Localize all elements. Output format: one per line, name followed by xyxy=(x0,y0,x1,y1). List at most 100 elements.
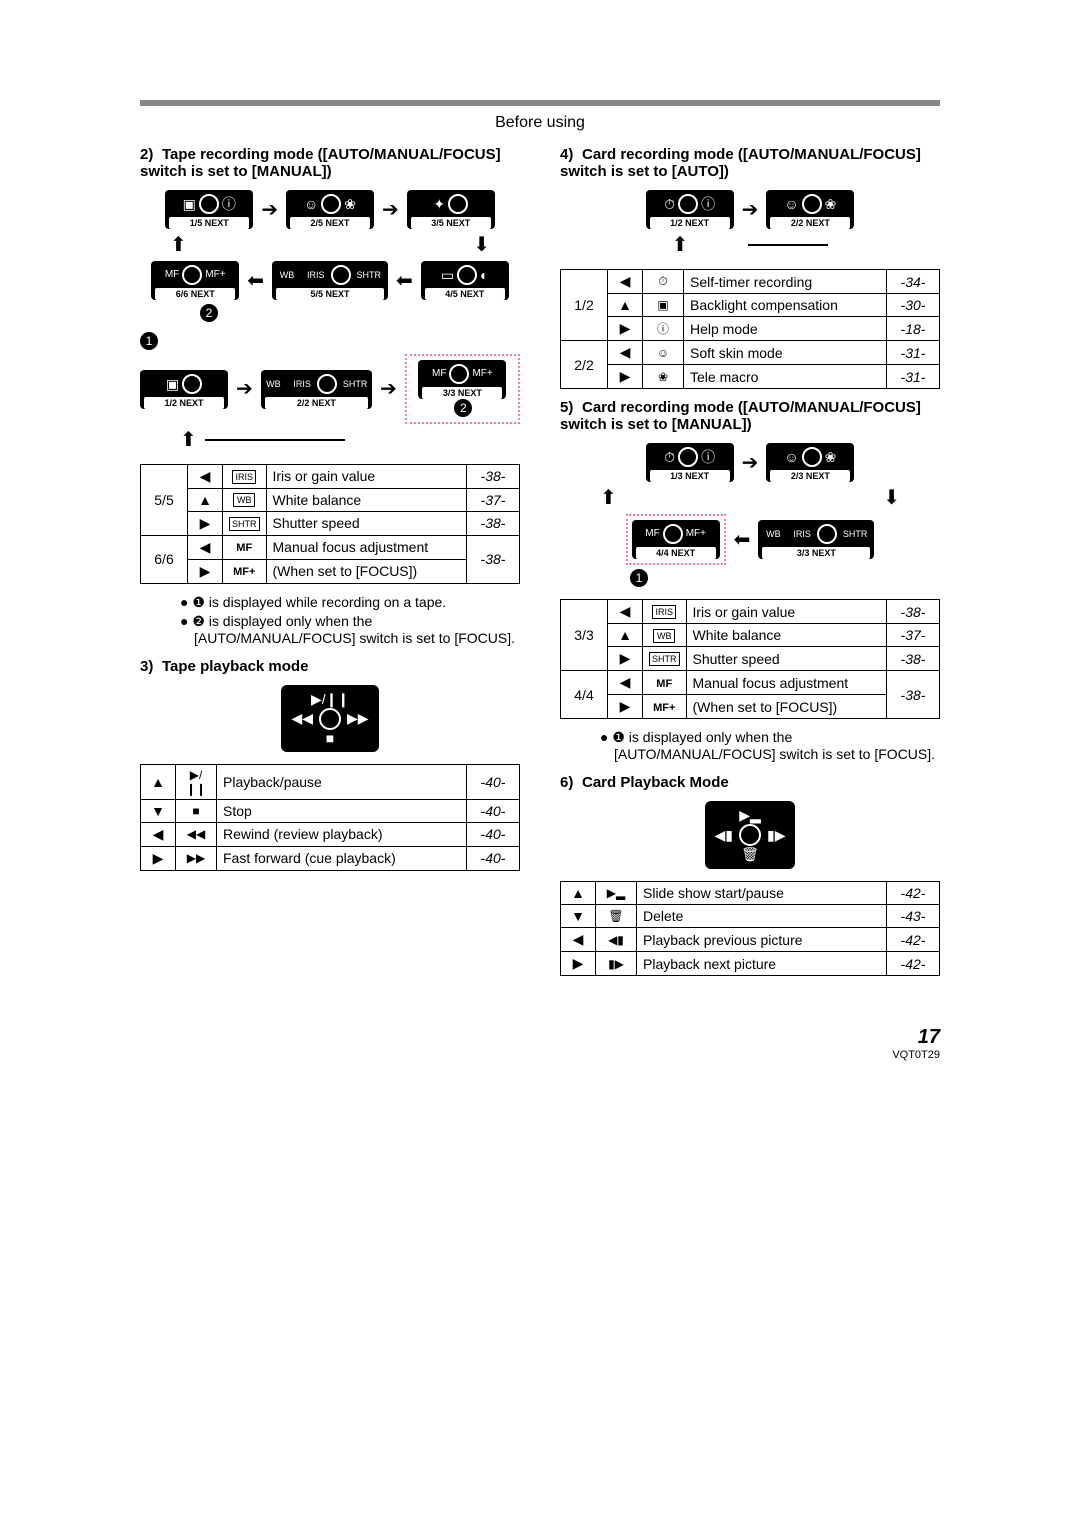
badge-1-s5: 1 xyxy=(630,569,648,587)
wb-icon: WB xyxy=(233,493,255,507)
section-4-diagram: ⏱ ⓘ1/2 NEXT ➔ ☺ ❀2/2 NEXT ⬆ xyxy=(560,190,940,257)
s5-node-1-3: 1/3 NEXT xyxy=(650,470,730,482)
section-2-num: 2) xyxy=(140,146,162,163)
t4-r0-label: Self-timer recording xyxy=(684,270,887,294)
t5-grp-44: 4/4 xyxy=(561,671,608,719)
node-1-5: 1/5 NEXT xyxy=(169,217,249,229)
badge-2: 2 xyxy=(200,304,218,322)
prev-picture-icon: ◀▮ xyxy=(596,928,637,952)
t3-r0-dir: ▲ xyxy=(141,764,176,799)
next-picture-icon: ▮▶ xyxy=(596,952,637,976)
shtr-icon: SHTR xyxy=(229,517,260,531)
table-3: ▲ ▶/❙❙ Playback/pause -40- ▼ ■ Stop -40-… xyxy=(140,764,520,871)
delete-icon: 🗑 xyxy=(596,905,637,928)
t3-r2-dir: ◀ xyxy=(141,822,176,846)
manual-page: Before using 2)Tape recording mode ([AUT… xyxy=(0,0,1080,1101)
t3-r1-label: Stop xyxy=(217,799,467,822)
document-code: VQT0T29 xyxy=(140,1049,940,1061)
iris-icon: IRIS xyxy=(232,470,256,484)
t5-r4-label: (When set to [FOCUS]) xyxy=(686,695,887,719)
t2-grp-55: 5/5 xyxy=(141,464,188,535)
t2-r2-pg: -38- xyxy=(467,511,520,535)
t4-r1-label: Backlight compensation xyxy=(684,294,887,317)
t2-r1-label: White balance xyxy=(266,488,467,511)
t2-r2-dir: ▶ xyxy=(188,511,223,535)
t3-r1-pg: -40- xyxy=(467,799,520,822)
section-4-title: Card recording mode ([AUTO/MANUAL/FOCUS]… xyxy=(560,146,921,180)
play-pause-icon: ▶/❙❙ xyxy=(176,764,217,799)
node-5-5: 5/5 NEXT xyxy=(276,288,384,300)
t4-r0-dir: ◀ xyxy=(608,270,643,294)
t6-r1-label: Delete xyxy=(637,905,887,928)
shtr-icon-2: SHTR xyxy=(649,652,680,666)
section-6-num: 6) xyxy=(560,774,582,791)
left-column: 2)Tape recording mode ([AUTO/MANUAL/FOCU… xyxy=(140,146,520,986)
t2-r0-dir: ◀ xyxy=(188,464,223,488)
table-2: 5/5 ◀ IRIS Iris or gain value -38- ▲ WB … xyxy=(140,464,520,584)
t6-r0-label: Slide show start/pause xyxy=(637,882,887,905)
right-column: 4)Card recording mode ([AUTO/MANUAL/FOCU… xyxy=(560,146,940,986)
note-5: ❶ is displayed only when the [AUTO/MANUA… xyxy=(614,729,940,762)
t6-r0-dir: ▲ xyxy=(561,882,596,905)
t3-r0-label: Playback/pause xyxy=(217,764,467,799)
section-2-notes: ❶ is displayed while recording on a tape… xyxy=(154,594,520,646)
t5-r1-dir: ▲ xyxy=(608,624,643,647)
t5-r1-pg: -37- xyxy=(887,624,940,647)
t6-r3-pg: -42- xyxy=(887,952,940,976)
t2-r0-pg: -38- xyxy=(467,464,520,488)
section-5-diagram: ⏱ ⓘ1/3 NEXT ➔ ☺ ❀2/3 NEXT ⬆⬇ MF MF+4/4 N… xyxy=(560,443,940,587)
section-2-diagram: ▣ ⓘ1/5 NEXT ➔ ☺ ❀2/5 NEXT ➔ ✦3/5 NEXT ⬆⬇… xyxy=(140,190,520,452)
t2-r3-pg: -38- xyxy=(467,535,520,583)
t4-r0-pg: -34- xyxy=(887,270,940,294)
t3-r3-dir: ▶ xyxy=(141,846,176,870)
t6-r0-pg: -42- xyxy=(887,882,940,905)
section-5-title: Card recording mode ([AUTO/MANUAL/FOCUS]… xyxy=(560,399,921,433)
table-4: 1/2 ◀ ⏱ Self-timer recording -34- ▲ ▣ Ba… xyxy=(560,269,940,389)
section-5-num: 5) xyxy=(560,399,582,416)
self-timer-icon: ⏱ xyxy=(643,270,684,294)
tape-playback-joystick: ▶/❙❙ ◀◀ ▶▶ ■ xyxy=(281,685,378,752)
mf-plus-icon: MF+ xyxy=(233,566,255,578)
t4-r1-dir: ▲ xyxy=(608,294,643,317)
t4-r2-pg: -18- xyxy=(887,317,940,341)
t2-r4-dir: ▶ xyxy=(188,559,223,583)
t4-grp-22: 2/2 xyxy=(561,341,608,389)
t4-r2-dir: ▶ xyxy=(608,317,643,341)
s4-node-2-2: 2/2 NEXT xyxy=(770,217,850,229)
mf-icon: MF xyxy=(236,542,252,554)
card-playback-joystick: ▶▂ ◀▮ ▮▶ 🗑 xyxy=(705,801,796,869)
node-6-6: 6/6 NEXT xyxy=(155,288,235,300)
t3-r3-pg: -40- xyxy=(467,846,520,870)
t5-r3-label: Manual focus adjustment xyxy=(686,671,887,695)
section-4-num: 4) xyxy=(560,146,582,163)
section-2-heading: 2)Tape recording mode ([AUTO/MANUAL/FOCU… xyxy=(140,146,520,180)
section-2-title: Tape recording mode ([AUTO/MANUAL/FOCUS]… xyxy=(140,146,501,180)
top-rule xyxy=(140,100,940,106)
section-4-heading: 4)Card recording mode ([AUTO/MANUAL/FOCU… xyxy=(560,146,940,180)
t2-r3-label: Manual focus adjustment xyxy=(266,535,467,559)
t6-r2-pg: -42- xyxy=(887,928,940,952)
mf-icon-2: MF xyxy=(656,678,672,690)
table-6: ▲ ▶▂ Slide show start/pause -42- ▼ 🗑 Del… xyxy=(560,881,940,976)
badge-1: 1 xyxy=(140,332,158,350)
t2-r1-pg: -37- xyxy=(467,488,520,511)
t2-r2-label: Shutter speed xyxy=(266,511,467,535)
node-2-2: 2/2 NEXT xyxy=(265,397,368,409)
fast-forward-icon: ▶▶ xyxy=(176,846,217,870)
t6-r2-dir: ◀ xyxy=(561,928,596,952)
section-6-heading: 6)Card Playback Mode xyxy=(560,774,940,791)
t3-r3-label: Fast forward (cue playback) xyxy=(217,846,467,870)
t5-r2-pg: -38- xyxy=(887,647,940,671)
s5-node-3-3: 3/3 NEXT xyxy=(762,547,870,559)
node-3-5: 3/5 NEXT xyxy=(411,217,491,229)
soft-skin-icon: ☺ xyxy=(643,341,684,365)
note-2b: ❷ is displayed only when the [AUTO/MANUA… xyxy=(194,613,520,646)
t6-r2-label: Playback previous picture xyxy=(637,928,887,952)
s5-node-2-3: 2/3 NEXT xyxy=(770,470,850,482)
t4-r3-label: Soft skin mode xyxy=(684,341,887,365)
node-3-3: 3/3 NEXT xyxy=(422,387,502,399)
t5-r3-dir: ◀ xyxy=(608,671,643,695)
t6-r1-dir: ▼ xyxy=(561,905,596,928)
t5-grp-33: 3/3 xyxy=(561,600,608,671)
t3-r0-pg: -40- xyxy=(467,764,520,799)
